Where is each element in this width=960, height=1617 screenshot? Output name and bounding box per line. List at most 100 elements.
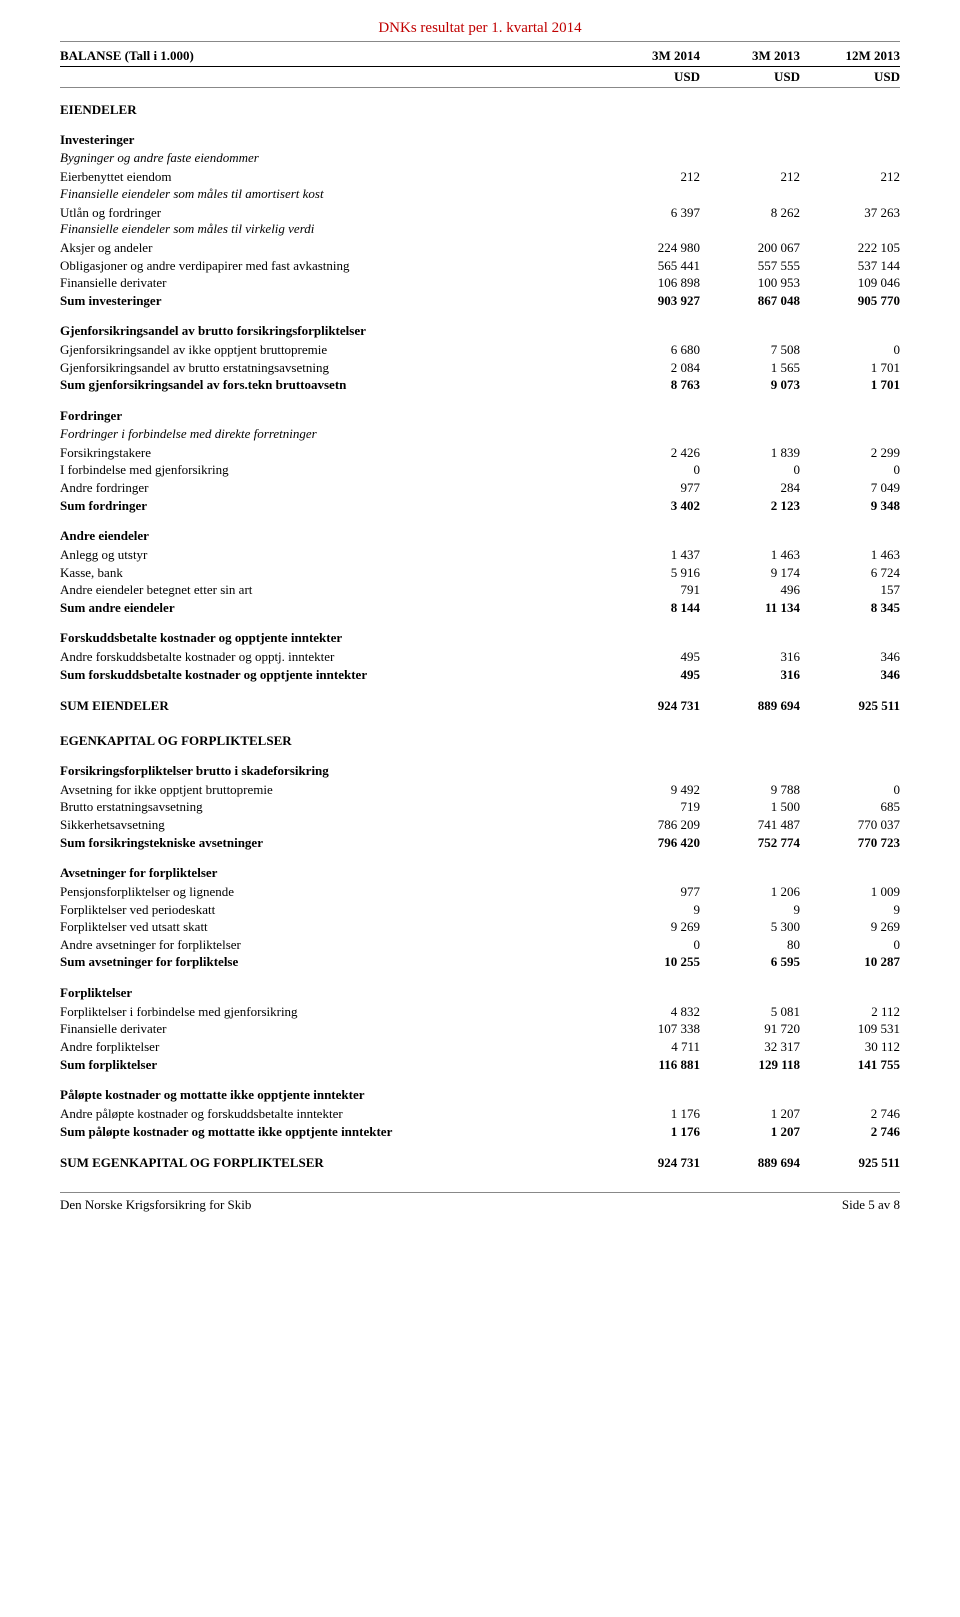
row-label: Sum gjenforsikringsandel av fors.tekn br… <box>60 376 600 394</box>
investeringer-sub1: Bygninger og andre faste eiendommer <box>60 150 900 166</box>
table-row: Andre avsetninger for forpliktelser 0 80… <box>60 936 900 954</box>
sum-row: Sum fordringer 3 402 2 123 9 348 <box>60 497 900 515</box>
row-label: SUM EIENDELER <box>60 697 600 715</box>
table-row: Andre forskuddsbetalte kostnader og oppt… <box>60 648 900 666</box>
sum-row: Sum forpliktelser 116 881 129 118 141 75… <box>60 1056 900 1074</box>
footer-left: Den Norske Krigsforsikring for Skib <box>60 1197 251 1213</box>
cell: 1 839 <box>700 444 800 462</box>
cell: 770 723 <box>800 834 900 852</box>
sum-row: Sum gjenforsikringsandel av fors.tekn br… <box>60 376 900 394</box>
cell: 1 206 <box>700 883 800 901</box>
cell: 0 <box>800 341 900 359</box>
cell: 1 565 <box>700 359 800 377</box>
cell: 889 694 <box>700 697 800 715</box>
row-label: Anlegg og utstyr <box>60 546 600 564</box>
document-header: DNKs resultat per 1. kvartal 2014 <box>60 20 900 42</box>
table-row: Forpliktelser i forbindelse med gjenfors… <box>60 1003 900 1021</box>
cell: 157 <box>800 581 900 599</box>
table-row: Forsikringstakere 2 426 1 839 2 299 <box>60 444 900 462</box>
row-label: Avsetning for ikke opptjent bruttopremie <box>60 781 600 799</box>
sum-row: Sum investeringer 903 927 867 048 905 77… <box>60 292 900 310</box>
row-label: SUM EGENKAPITAL OG FORPLIKTELSER <box>60 1154 600 1172</box>
gjenforsikring-header: Gjenforsikringsandel av brutto forsikrin… <box>60 323 900 339</box>
cell: 1 701 <box>800 376 900 394</box>
cell: 0 <box>800 781 900 799</box>
row-label: Sum forsikringstekniske avsetninger <box>60 834 600 852</box>
period-2: 3M 2013 <box>700 48 800 64</box>
cell: 9 <box>700 901 800 919</box>
row-label: Andre eiendeler betegnet etter sin art <box>60 581 600 599</box>
currency-3: USD <box>800 69 900 85</box>
forsforpl-header: Forsikringsforpliktelser brutto i skadef… <box>60 763 900 779</box>
cell: 925 511 <box>800 1154 900 1172</box>
cell: 4 832 <box>600 1003 700 1021</box>
cell: 495 <box>600 648 700 666</box>
row-label: Sikkerhetsavsetning <box>60 816 600 834</box>
cell: 6 595 <box>700 953 800 971</box>
cell: 1 701 <box>800 359 900 377</box>
cell: 10 255 <box>600 953 700 971</box>
cell: 316 <box>700 648 800 666</box>
cell: 100 953 <box>700 274 800 292</box>
cell: 9 <box>600 901 700 919</box>
cell: 10 287 <box>800 953 900 971</box>
avsetninger-header: Avsetninger for forpliktelser <box>60 865 900 881</box>
cell: 107 338 <box>600 1020 700 1038</box>
cell: 5 300 <box>700 918 800 936</box>
table-row: Forpliktelser ved periodeskatt 9 9 9 <box>60 901 900 919</box>
cell: 32 317 <box>700 1038 800 1056</box>
cell: 977 <box>600 883 700 901</box>
row-label: Forpliktelser ved utsatt skatt <box>60 918 600 936</box>
currency-row: USD USD USD <box>60 69 900 88</box>
cell: 109 531 <box>800 1020 900 1038</box>
row-label: Eierbenyttet eiendom <box>60 168 600 186</box>
sum-row: Sum forsikringstekniske avsetninger 796 … <box>60 834 900 852</box>
table-row: Andre påløpte kostnader og forskuddsbeta… <box>60 1105 900 1123</box>
cell: 889 694 <box>700 1154 800 1172</box>
row-label: Sum forpliktelser <box>60 1056 600 1074</box>
table-row: Gjenforsikringsandel av ikke opptjent br… <box>60 341 900 359</box>
cell: 9 788 <box>700 781 800 799</box>
table-row: Kasse, bank 5 916 9 174 6 724 <box>60 564 900 582</box>
sum-ek-forpl-row: SUM EGENKAPITAL OG FORPLIKTELSER 924 731… <box>60 1154 900 1172</box>
row-label: Forpliktelser ved periodeskatt <box>60 901 600 919</box>
table-row: Andre fordringer 977 284 7 049 <box>60 479 900 497</box>
cell: 791 <box>600 581 700 599</box>
cell: 1 176 <box>600 1123 700 1141</box>
row-label: Andre påløpte kostnader og forskuddsbeta… <box>60 1105 600 1123</box>
cell: 3 402 <box>600 497 700 515</box>
cell: 1 500 <box>700 798 800 816</box>
cell: 6 724 <box>800 564 900 582</box>
row-label: Aksjer og andeler <box>60 239 600 257</box>
row-label: Obligasjoner og andre verdipapirer med f… <box>60 257 600 275</box>
cell: 496 <box>700 581 800 599</box>
cell: 786 209 <box>600 816 700 834</box>
row-label: Brutto erstatningsavsetning <box>60 798 600 816</box>
cell: 37 263 <box>800 204 900 222</box>
row-label: Gjenforsikringsandel av ikke opptjent br… <box>60 341 600 359</box>
investeringer-header: Investeringer <box>60 132 900 148</box>
cell: 1 207 <box>700 1123 800 1141</box>
row-label: Andre forpliktelser <box>60 1038 600 1056</box>
cell: 925 511 <box>800 697 900 715</box>
cell: 8 345 <box>800 599 900 617</box>
table-row: Eierbenyttet eiendom 212 212 212 <box>60 168 900 186</box>
balance-title: BALANSE (Tall i 1.000) <box>60 48 600 64</box>
period-3: 12M 2013 <box>800 48 900 64</box>
row-label: Sum påløpte kostnader og mottatte ikke o… <box>60 1123 600 1141</box>
cell: 2 123 <box>700 497 800 515</box>
currency-2: USD <box>700 69 800 85</box>
row-label: Forsikringstakere <box>60 444 600 462</box>
cell: 200 067 <box>700 239 800 257</box>
cell: 2 746 <box>800 1105 900 1123</box>
cell: 1 463 <box>700 546 800 564</box>
cell: 9 073 <box>700 376 800 394</box>
table-row: Andre eiendeler betegnet etter sin art 7… <box>60 581 900 599</box>
cell: 30 112 <box>800 1038 900 1056</box>
cell: 141 755 <box>800 1056 900 1074</box>
cell: 770 037 <box>800 816 900 834</box>
table-row: Utlån og fordringer 6 397 8 262 37 263 <box>60 204 900 222</box>
cell: 9 269 <box>600 918 700 936</box>
cell: 224 980 <box>600 239 700 257</box>
cell: 685 <box>800 798 900 816</box>
